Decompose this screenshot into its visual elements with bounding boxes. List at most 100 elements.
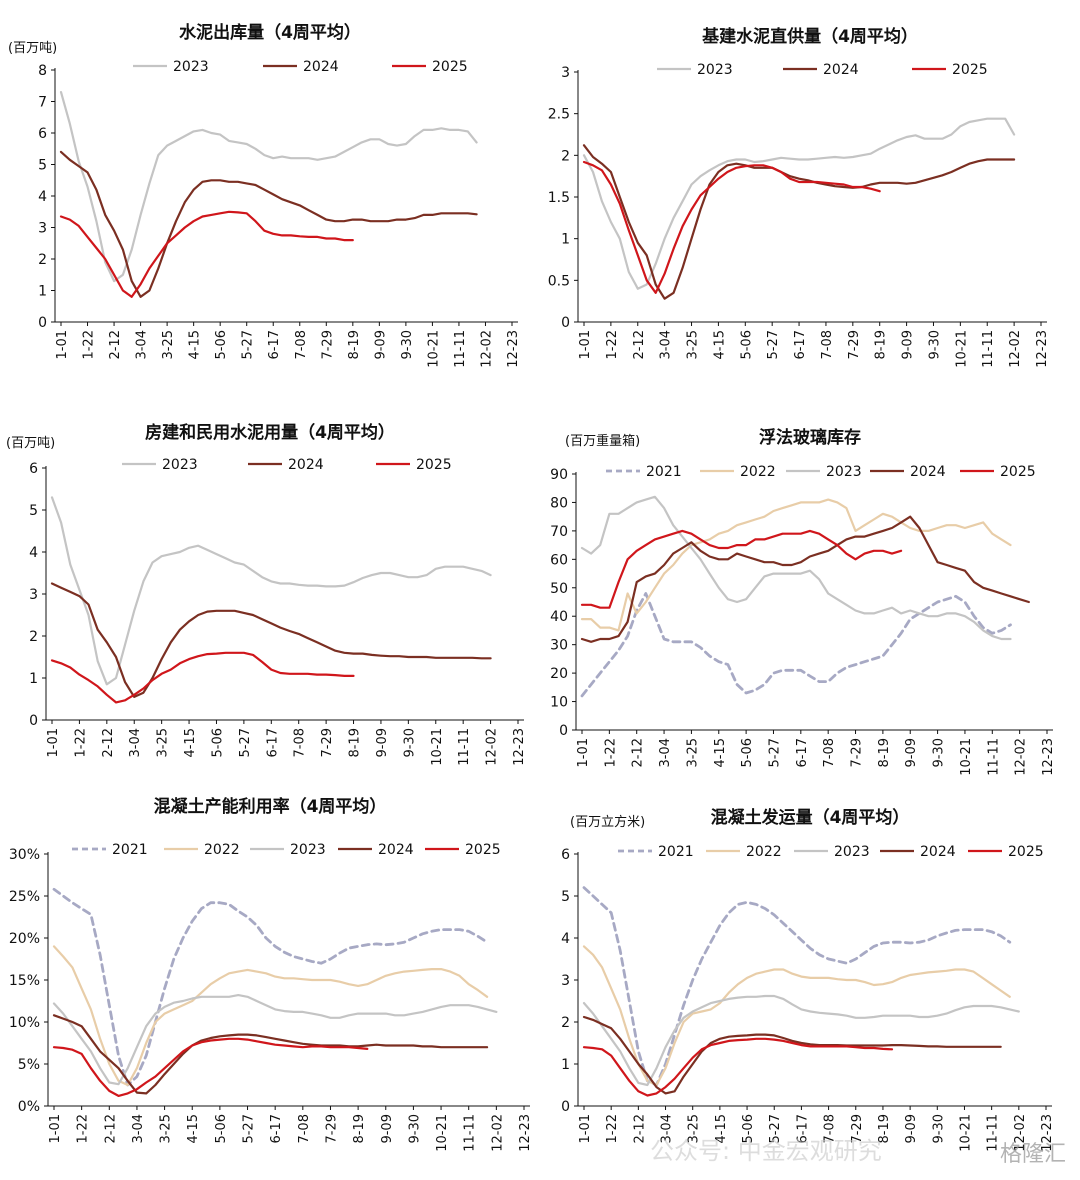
chart-panel-concrete-utilization: 混凝土产能利用率（4周平均） 0% 5% 10% 15% 20% 25% 30% 1-01 1-2… <box>0 790 540 1180</box>
x-tick-label: 5-06 <box>740 738 755 768</box>
x-tick-label: 5-27 <box>768 1114 783 1144</box>
chart-panel-cement-outbound: 水泥出库量（4周平均） (百万吨) 0 1 2 3 4 5 6 7 8 1-01 1-22 2-12 3-0… <box>0 0 540 390</box>
chart-panel-infra-cement-supply: 基建水泥直供量（4周平均） 0 0.5 1 1.5 2 2.5 3 1-01 1-22 2-12 3-… <box>540 0 1080 390</box>
series-line-2023 <box>582 994 1020 1087</box>
legend-label-2022: 2022 <box>740 464 776 480</box>
chart-title: 房建和民用水泥用量（4周平均） <box>145 422 395 443</box>
y-tick-label: 5 <box>561 889 570 905</box>
y-tick-label: 2.5 <box>548 107 570 123</box>
x-tick-label: 11-11 <box>986 1114 1001 1152</box>
legend-label-2024: 2024 <box>910 464 946 480</box>
x-tick-label: 12-23 <box>1041 738 1056 776</box>
x-tick-label: 3-25 <box>156 728 171 758</box>
x-tick-label: 8-19 <box>877 1114 892 1144</box>
x-tick-label: 5-06 <box>214 1114 229 1144</box>
series-line-2022 <box>582 945 1011 1087</box>
x-tick-label: 8-19 <box>348 728 363 758</box>
y-tick-label: 0% <box>18 1099 40 1115</box>
y-tick-label: 0 <box>29 713 38 729</box>
y-tick-label: 90 <box>550 467 568 483</box>
chart-title: 浮法玻璃库存 <box>759 427 861 448</box>
series-line-2025 <box>59 210 354 298</box>
legend-label-2022: 2022 <box>746 844 782 860</box>
chart-svg: 混凝土产能利用率（4周平均） 0% 5% 10% 15% 20% 25% 30% 1-01 1-2… <box>9 796 533 1152</box>
y-unit-label: (百万吨) <box>8 41 57 56</box>
chart-title: 水泥出库量（4周平均） <box>179 22 361 43</box>
x-tick-label: 7-29 <box>847 330 862 360</box>
legend-label-2023: 2023 <box>697 62 733 78</box>
y-tick-label: 2 <box>561 148 570 164</box>
x-tick-label: 12-23 <box>1040 1114 1055 1152</box>
x-tick-label: 3-25 <box>159 1114 174 1144</box>
x-tick-label: 12-02 <box>490 1114 505 1152</box>
series-line-2024 <box>582 144 1016 300</box>
y-tick-label: 1 <box>29 671 38 687</box>
x-tick-label: 9-09 <box>904 1114 919 1144</box>
series-line-2023 <box>59 90 478 283</box>
legend-label-2021: 2021 <box>646 464 682 480</box>
series-line-2021 <box>582 886 1012 1087</box>
y-tick-label: 30% <box>9 847 40 863</box>
series-line-2022 <box>580 498 1012 632</box>
y-tick-label: 5 <box>38 158 47 174</box>
y-tick-label: 15% <box>9 973 40 989</box>
y-tick-label: 8 <box>38 63 47 79</box>
x-tick-label: 6-17 <box>795 1114 810 1144</box>
legend-label-2022: 2022 <box>204 842 240 858</box>
series-line-2024 <box>59 150 478 298</box>
x-tick-label: 9-30 <box>407 1114 422 1144</box>
legend-label-2025: 2025 <box>432 59 468 75</box>
x-tick-label: 6-17 <box>793 330 808 360</box>
x-tick-label: 11-11 <box>457 728 472 766</box>
x-tick-label: 3-04 <box>135 330 150 360</box>
x-tick-label: 3-04 <box>128 728 143 758</box>
x-tick-label: 1-01 <box>578 330 593 360</box>
legend-label-2024: 2024 <box>823 62 859 78</box>
x-tick-label: 4-15 <box>183 728 198 758</box>
x-tick-label: 1-22 <box>82 330 97 360</box>
x-tick-label: 5-27 <box>241 330 256 360</box>
legend-label-2025: 2025 <box>416 457 452 473</box>
legend-label-2023: 2023 <box>162 457 198 473</box>
series-line-2023 <box>50 496 492 686</box>
y-tick-label: 10% <box>9 1015 40 1031</box>
series-line-2021 <box>52 887 489 1087</box>
x-tick-label: 6-17 <box>795 738 810 768</box>
x-tick-label: 3-04 <box>659 330 674 360</box>
y-tick-label: 0 <box>559 723 568 739</box>
series-line-2024 <box>582 1015 1002 1095</box>
legend-label-2024: 2024 <box>920 844 956 860</box>
chart-svg: 房建和民用水泥用量（4周平均） (百万吨) 0 1 2 3 4 5 6 1-01 1-22 2-12 3… <box>6 422 527 766</box>
y-tick-label: 20% <box>9 931 40 947</box>
series-line-2025 <box>582 1037 894 1097</box>
y-unit-label: (百万重量箱) <box>565 433 640 449</box>
series-line-2025 <box>52 1037 369 1097</box>
y-tick-label: 3 <box>29 587 38 603</box>
x-tick-label: 4-15 <box>186 1114 201 1144</box>
x-tick-label: 5-06 <box>741 1114 756 1144</box>
x-tick-label: 10-21 <box>435 1114 450 1152</box>
x-tick-label: 1-22 <box>605 330 620 360</box>
x-tick-label: 2-12 <box>101 728 116 758</box>
series-line-2023 <box>52 994 498 1086</box>
legend-label-2021: 2021 <box>658 844 694 860</box>
y-unit-label: (百万吨) <box>6 436 55 451</box>
x-tick-label: 5-27 <box>766 330 781 360</box>
x-tick-label: 12-02 <box>1014 738 1029 776</box>
y-tick-label: 1 <box>38 284 47 300</box>
x-tick-label: 4-15 <box>188 330 203 360</box>
x-tick-label: 5-06 <box>739 330 754 360</box>
x-tick-label: 11-11 <box>453 330 468 368</box>
x-tick-label: 9-30 <box>400 330 415 360</box>
y-tick-label: 4 <box>561 931 570 947</box>
y-tick-label: 6 <box>29 461 38 477</box>
y-tick-label: 0 <box>561 315 570 331</box>
x-tick-label: 3-25 <box>161 330 176 360</box>
y-tick-label: 7 <box>38 95 47 111</box>
x-tick-label: 7-29 <box>850 738 865 768</box>
y-tick-label: 25% <box>9 889 40 905</box>
x-tick-label: 11-11 <box>463 1114 478 1152</box>
y-tick-label: 5% <box>18 1057 40 1073</box>
chart-svg: 混凝土发运量（4周平均） (百万立方米) 0 1 2 3 4 5 6 1-01 1-22 2-12 3-… <box>561 807 1055 1152</box>
x-tick-label: 9-30 <box>931 1114 946 1144</box>
